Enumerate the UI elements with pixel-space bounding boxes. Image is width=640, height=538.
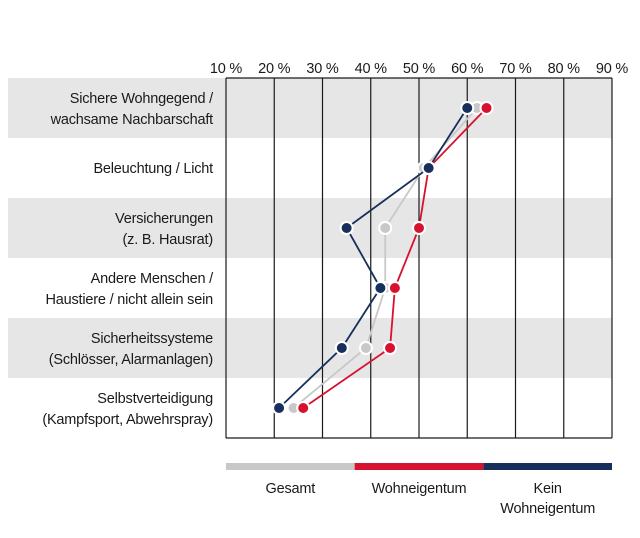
data-point-kein-wohneigentum-4: [334, 341, 349, 355]
category-label: wachsame Nachbarschaft: [50, 112, 214, 128]
data-point-wohneigentum-0: [479, 101, 494, 115]
x-axis-tick-label: 60 %: [451, 61, 484, 77]
data-point-kein-wohneigentum-2: [339, 221, 354, 235]
series-line-wohneigentum: [302, 107, 488, 409]
category-label: Selbstverteidigung: [97, 391, 213, 407]
x-axis-tick-label: 70 %: [499, 61, 532, 77]
category-label: Sicherheitssysteme: [91, 331, 213, 347]
x-axis-tick-label: 50 %: [403, 61, 436, 77]
category-label: Haustiere / nicht allein sein: [46, 292, 214, 308]
data-point-wohneigentum-2: [412, 221, 426, 235]
legend-swatch-kein-wohneigentum: [483, 463, 612, 470]
data-point-kein-wohneigentum-1: [421, 161, 436, 175]
row-band: [8, 318, 612, 378]
category-label: (Kampfsport, Abwehrspray): [42, 412, 213, 428]
data-point-wohneigentum-4: [383, 341, 398, 355]
data-point-gesamt-2: [378, 221, 393, 235]
x-axis-tick-label: 30 %: [306, 61, 339, 77]
legend-label-kein-wohneigentum: Wohneigentum: [500, 501, 595, 517]
x-axis-tick-label: 20 %: [258, 61, 291, 77]
x-axis-tick-label: 40 %: [355, 61, 388, 77]
data-point-kein-wohneigentum-5: [272, 401, 287, 415]
category-label: Andere Menschen /: [91, 271, 215, 287]
legend-swatch-wohneigentum: [354, 463, 484, 470]
series-line-kein-wohneigentum: [278, 107, 469, 409]
category-label: (z. B. Hausrat): [123, 232, 213, 248]
row-band: [8, 198, 612, 258]
legend-label-kein-wohneigentum: Kein: [534, 481, 562, 497]
series-line-gesamt: [292, 107, 478, 409]
data-point-kein-wohneigentum-0: [460, 101, 475, 115]
x-axis-tick-label: 80 %: [548, 61, 581, 77]
data-point-wohneigentum-5: [296, 401, 311, 415]
legend-label-gesamt: Gesamt: [266, 481, 316, 497]
legend-swatch-gesamt: [226, 463, 355, 470]
x-axis-tick-label: 90 %: [596, 61, 629, 77]
legend-label-wohneigentum: Wohneigentum: [372, 481, 467, 497]
data-point-wohneigentum-3: [387, 281, 402, 295]
data-point-gesamt-4: [358, 341, 373, 355]
category-label: Beleuchtung / Licht: [93, 161, 213, 177]
x-axis-tick-label: 10 %: [210, 61, 243, 77]
category-label: (Schlösser, Alarmanlagen): [49, 352, 213, 368]
row-band: [8, 78, 612, 138]
category-label: Versicherungen: [115, 211, 213, 227]
data-point-kein-wohneigentum-3: [373, 281, 388, 295]
category-label: Sichere Wohngegend /: [70, 91, 214, 107]
